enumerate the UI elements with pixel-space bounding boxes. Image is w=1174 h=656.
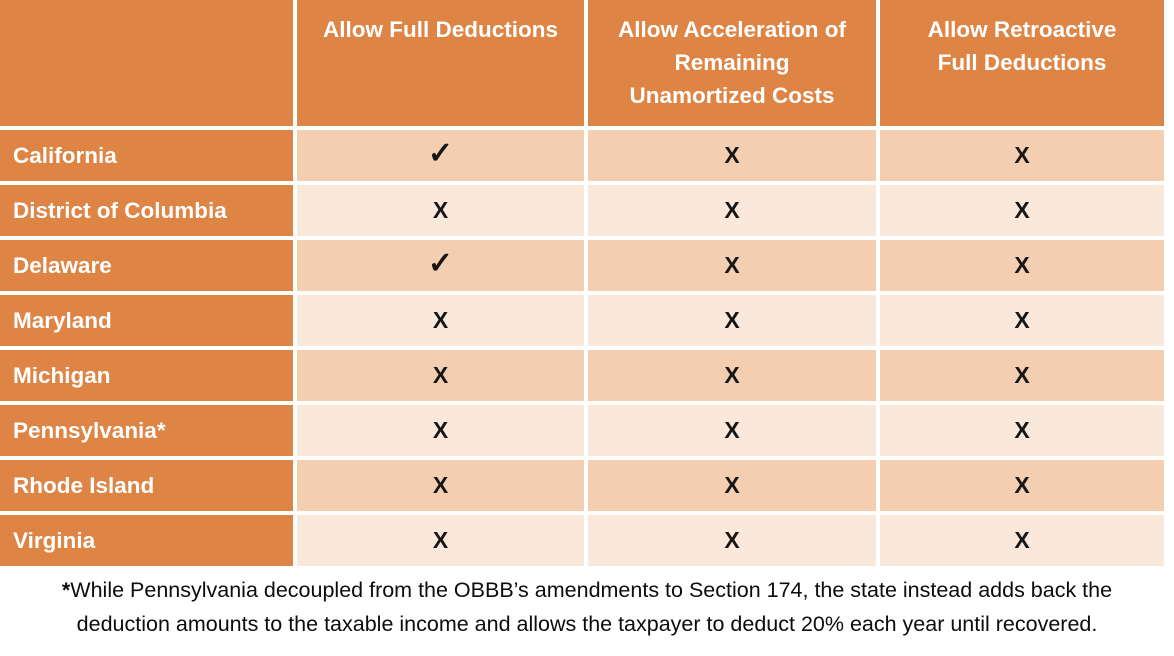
mark-cell: X — [880, 240, 1164, 291]
state-cell: Delaware — [0, 240, 293, 291]
corner-cell — [0, 0, 293, 126]
mark-cell: X — [588, 295, 876, 346]
column-header-allow-full-deductions: Allow Full Deductions — [297, 0, 584, 126]
mark-cell: X — [297, 295, 584, 346]
mark-cell: X — [880, 185, 1164, 236]
footnote-line-1: *While Pennsylvania decoupled from the O… — [0, 573, 1174, 607]
mark-cell: X — [588, 240, 876, 291]
mark-cell: ✓ — [297, 240, 584, 291]
mark-cell: X — [880, 295, 1164, 346]
mark-cell: X — [588, 185, 876, 236]
mark-cell: X — [588, 405, 876, 456]
mark-cell: X — [880, 405, 1164, 456]
mark-cell: X — [880, 350, 1164, 401]
mark-cell: X — [880, 460, 1164, 511]
mark-cell: X — [297, 405, 584, 456]
mark-cell: X — [297, 515, 584, 566]
footnote-asterisk: * — [61, 578, 71, 602]
mark-cell: X — [880, 130, 1164, 181]
column-header-allow-retroactive: Allow Retroactive Full Deductions — [880, 0, 1164, 126]
mark-cell: X — [588, 515, 876, 566]
mark-cell: X — [297, 460, 584, 511]
mark-cell: X — [297, 185, 584, 236]
state-cell: District of Columbia — [0, 185, 293, 236]
deductions-table: Allow Full Deductions Allow Acceleration… — [0, 0, 1164, 566]
column-header-allow-acceleration: Allow Acceleration of Remaining Unamorti… — [588, 0, 876, 126]
footnote: *While Pennsylvania decoupled from the O… — [0, 573, 1174, 641]
mark-cell: X — [588, 130, 876, 181]
footnote-line-2: deduction amounts to the taxable income … — [76, 612, 1098, 636]
mark-cell: X — [880, 515, 1164, 566]
mark-cell: ✓ — [297, 130, 584, 181]
footnote-line-1-text: While Pennsylvania decoupled from the OB… — [70, 578, 1113, 602]
state-cell: Virginia — [0, 515, 293, 566]
state-cell: Michigan — [0, 350, 293, 401]
mark-cell: X — [588, 350, 876, 401]
state-cell: Rhode Island — [0, 460, 293, 511]
state-cell: Pennsylvania* — [0, 405, 293, 456]
state-cell: California — [0, 130, 293, 181]
state-cell: Maryland — [0, 295, 293, 346]
mark-cell: X — [588, 460, 876, 511]
mark-cell: X — [297, 350, 584, 401]
